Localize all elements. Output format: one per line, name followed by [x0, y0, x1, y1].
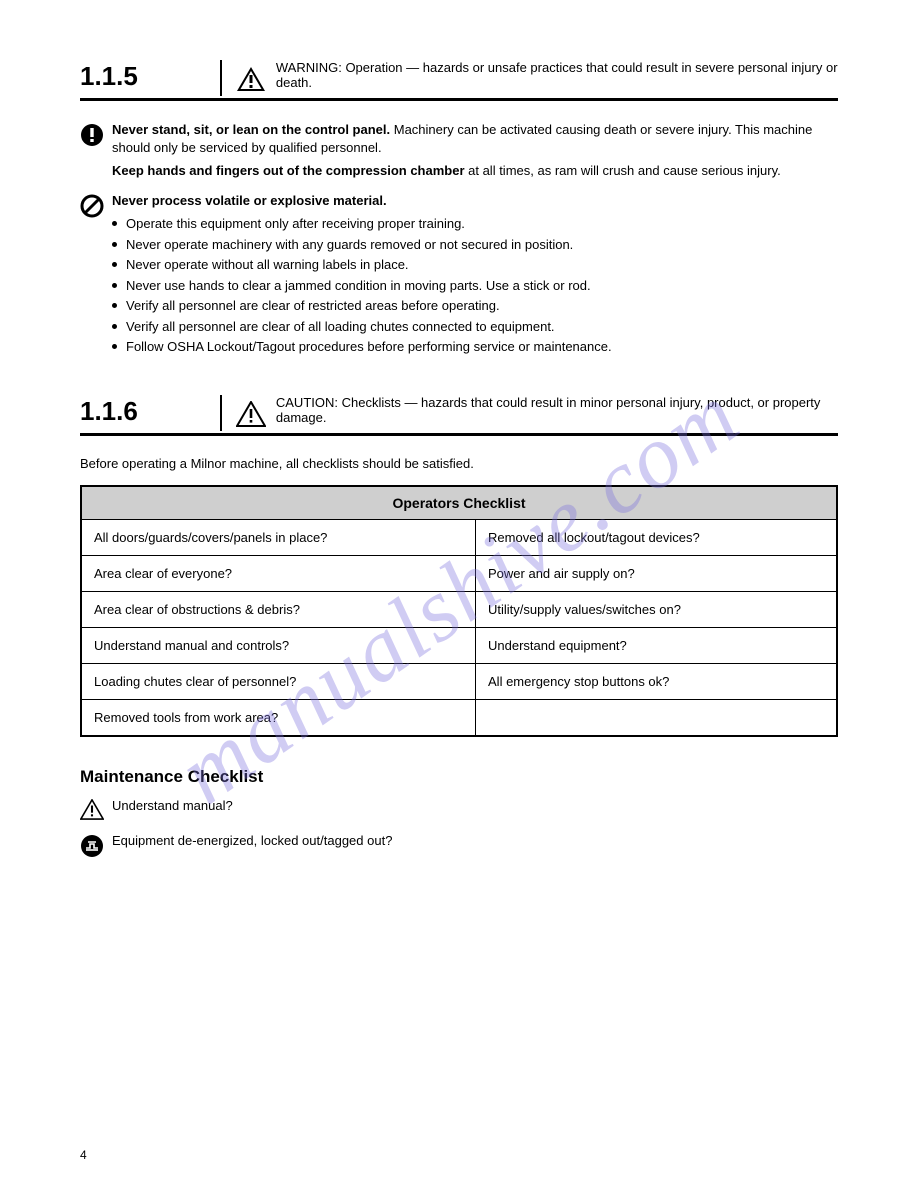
table-row: Loading chutes clear of personnel?All em… [81, 664, 837, 700]
maintenance-heading: Maintenance Checklist [80, 767, 838, 787]
table-row: All doors/guards/covers/panels in place?… [81, 520, 837, 556]
maint-item-2-text: Equipment de-energized, locked out/tagge… [112, 832, 838, 858]
section-1-divider [220, 60, 222, 96]
maint-item-1: Understand manual? [80, 797, 838, 820]
table-cell: Utility/supply values/switches on? [476, 592, 837, 628]
warning-item-1-body: Never stand, sit, or lean on the control… [112, 121, 838, 180]
bullet-item: Follow OSHA Lockout/Tagout procedures be… [112, 338, 838, 356]
table-header: Operators Checklist [81, 486, 837, 520]
table-row: Area clear of everyone?Power and air sup… [81, 556, 837, 592]
section-1-header: 1.1.5 WARNING: Operation — hazards or un… [80, 60, 838, 101]
table-row: Understand manual and controls?Understan… [81, 628, 837, 664]
lockout-icon [80, 832, 112, 858]
prohibit-icon [80, 192, 112, 359]
table-cell: Loading chutes clear of personnel? [81, 664, 476, 700]
table-row: Area clear of obstructions & debris?Util… [81, 592, 837, 628]
section-2-header: 1.1.6 CAUTION: Checklists — hazards that… [80, 395, 838, 436]
exclamation-circle-icon [80, 121, 112, 180]
warning-item-1-sub-lead: Keep hands and fingers out of the compre… [112, 163, 465, 178]
warning-item-2-bullets: Operate this equipment only after receiv… [112, 215, 838, 356]
table-cell: Removed tools from work area? [81, 700, 476, 737]
bullet-item: Operate this equipment only after receiv… [112, 215, 838, 233]
operators-checklist-table: Operators Checklist All doors/guards/cov… [80, 485, 838, 737]
table-row: Removed tools from work area? [81, 700, 837, 737]
warning-triangle-icon [236, 66, 266, 92]
bullet-item: Never operate machinery with any guards … [112, 236, 838, 254]
table-cell: Area clear of obstructions & debris? [81, 592, 476, 628]
warning-item-2-body: Never process volatile or explosive mate… [112, 192, 838, 359]
table-cell: Area clear of everyone? [81, 556, 476, 592]
section-2-number: 1.1.6 [80, 396, 220, 433]
section-2-divider [220, 395, 222, 431]
maint-item-1-text: Understand manual? [112, 797, 838, 820]
table-cell [476, 700, 837, 737]
bullet-item: Verify all personnel are clear of all lo… [112, 318, 838, 336]
section-2-subtitle: CAUTION: Checklists — hazards that could… [276, 395, 838, 433]
bullet-item: Never operate without all warning labels… [112, 256, 838, 274]
table-cell: Removed all lockout/tagout devices? [476, 520, 837, 556]
table-cell: All doors/guards/covers/panels in place? [81, 520, 476, 556]
section-1-number: 1.1.5 [80, 61, 220, 98]
warning-item-2: Never process volatile or explosive mate… [80, 192, 838, 359]
bullet-item: Verify all personnel are clear of restri… [112, 297, 838, 315]
warning-item-1-sub-tail: at all times, as ram will crush and caus… [465, 163, 781, 178]
bullet-item: Never use hands to clear a jammed condit… [112, 277, 838, 295]
warning-item-1: Never stand, sit, or lean on the control… [80, 121, 838, 180]
warning-triangle-icon [80, 797, 112, 820]
table-cell: All emergency stop buttons ok? [476, 664, 837, 700]
maint-item-2: Equipment de-energized, locked out/tagge… [80, 832, 838, 858]
warning-item-1-lead: Never stand, sit, or lean on the control… [112, 122, 390, 137]
page-number: 4 [80, 1148, 87, 1162]
table-cell: Understand manual and controls? [81, 628, 476, 664]
section-1-subtitle: WARNING: Operation — hazards or unsafe p… [276, 60, 838, 98]
warning-item-2-lead: Never process volatile or explosive mate… [112, 193, 387, 208]
caution-triangle-icon [236, 401, 266, 427]
table-cell: Understand equipment? [476, 628, 837, 664]
section-2-lead: Before operating a Milnor machine, all c… [80, 456, 838, 471]
table-cell: Power and air supply on? [476, 556, 837, 592]
